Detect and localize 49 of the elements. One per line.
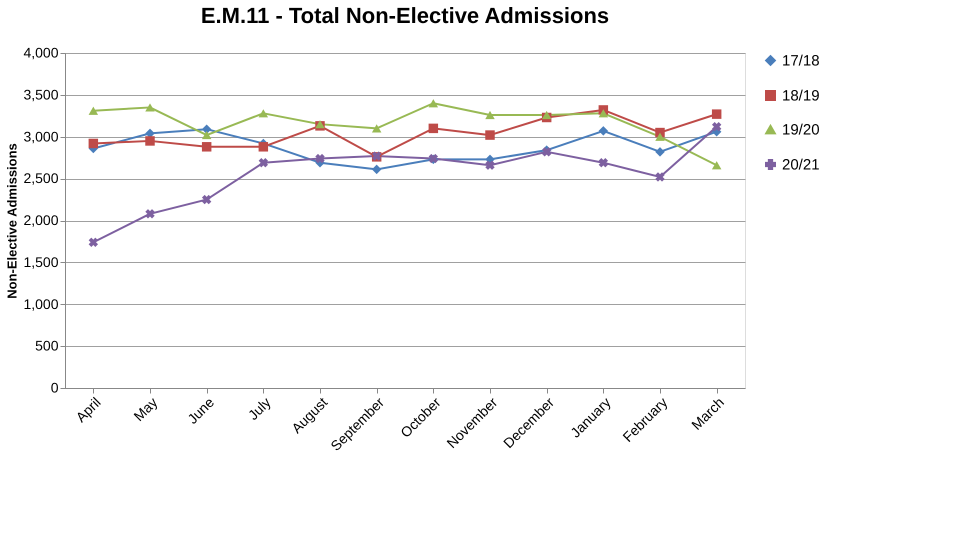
y-tick-label: 1,000 bbox=[23, 296, 59, 312]
point bbox=[88, 106, 98, 115]
point bbox=[712, 122, 722, 132]
point bbox=[655, 147, 665, 157]
point bbox=[598, 126, 608, 136]
point bbox=[655, 172, 665, 182]
point bbox=[428, 99, 438, 108]
legend-label: 17/18 bbox=[782, 52, 820, 70]
y-axis-title: Non-Elective Admissions bbox=[4, 143, 20, 299]
point bbox=[485, 160, 495, 170]
legend-label: 19/20 bbox=[782, 122, 820, 138]
point bbox=[202, 142, 212, 152]
point bbox=[202, 130, 212, 140]
legend-label: 18/19 bbox=[782, 88, 820, 104]
point bbox=[598, 109, 608, 118]
point bbox=[88, 138, 98, 148]
chart-title: E.M.11 - Total Non-Elective Admissions bbox=[200, 3, 610, 28]
y-tick-label: 0 bbox=[50, 380, 59, 396]
point bbox=[655, 132, 665, 141]
point bbox=[542, 110, 552, 120]
point bbox=[372, 164, 382, 174]
point bbox=[485, 130, 495, 140]
point bbox=[712, 109, 722, 119]
point bbox=[88, 238, 98, 247]
y-tick-label: 4,000 bbox=[23, 44, 59, 60]
point bbox=[145, 103, 155, 112]
point bbox=[315, 120, 325, 128]
legend-label: 20/21 bbox=[782, 156, 820, 174]
x-tick-label: May bbox=[130, 394, 160, 424]
point bbox=[145, 136, 155, 146]
y-tick-label: 1,500 bbox=[23, 254, 59, 270]
point bbox=[258, 109, 268, 118]
y-tick-label: 3,000 bbox=[23, 128, 59, 144]
point bbox=[712, 161, 722, 170]
x-tick-label: July bbox=[244, 394, 274, 424]
y-tick-label: 2,500 bbox=[23, 170, 59, 186]
y-tick-label: 3,500 bbox=[23, 86, 59, 102]
point bbox=[258, 142, 268, 152]
point bbox=[202, 194, 212, 204]
point bbox=[315, 154, 325, 164]
y-tick-label: 500 bbox=[35, 338, 59, 354]
point bbox=[145, 209, 155, 218]
point bbox=[202, 124, 212, 134]
y-tick-label: 2,000 bbox=[23, 212, 59, 228]
point bbox=[485, 110, 495, 120]
point bbox=[258, 158, 268, 168]
point bbox=[598, 158, 608, 168]
point bbox=[428, 124, 438, 134]
point bbox=[372, 124, 382, 132]
